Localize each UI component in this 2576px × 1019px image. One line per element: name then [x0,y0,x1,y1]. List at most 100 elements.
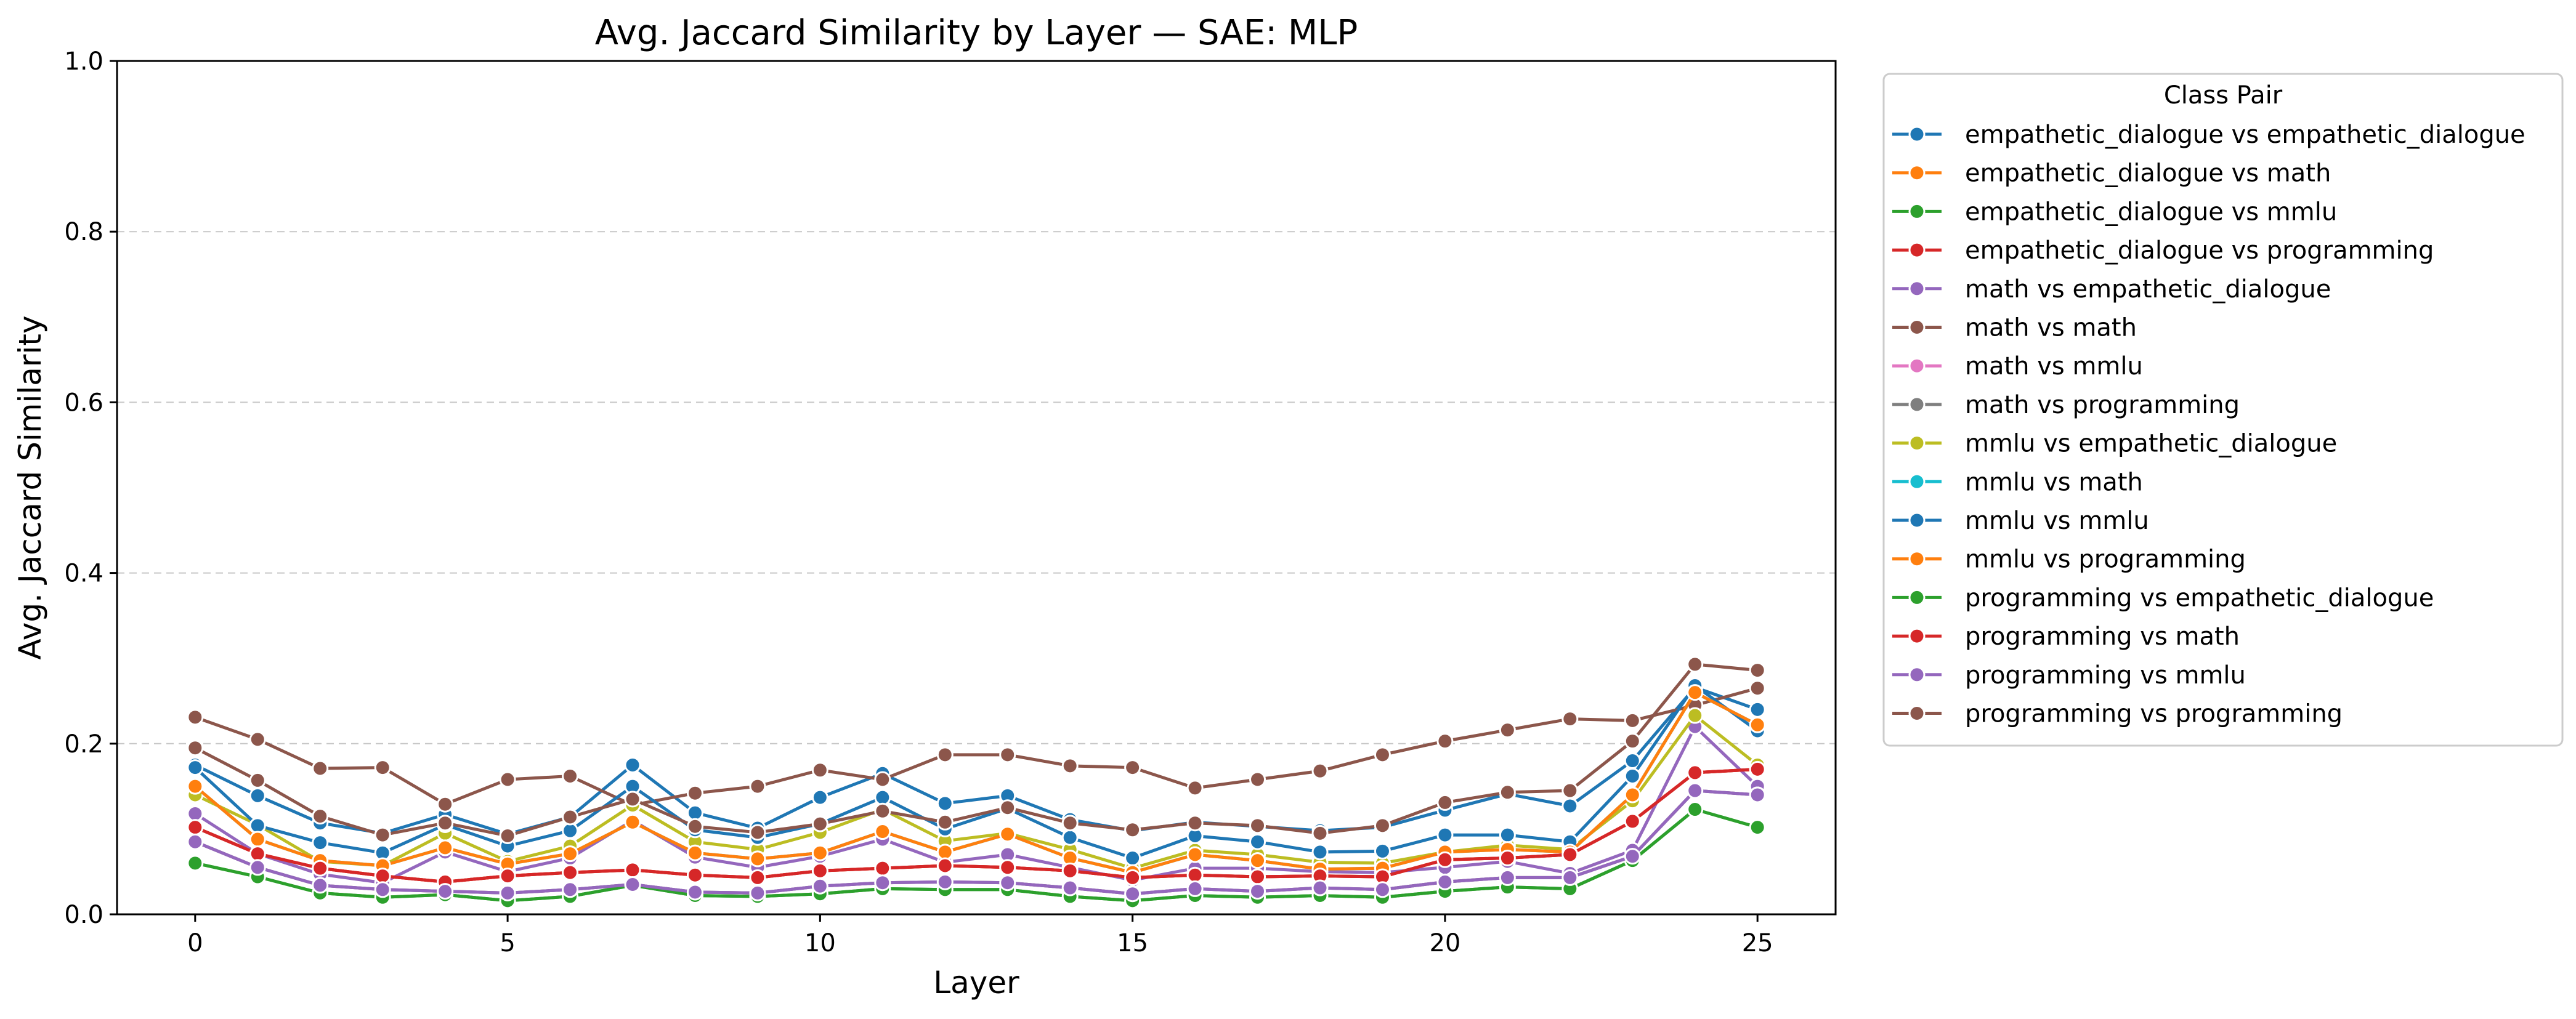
x-tick-label: 0 [187,929,203,957]
legend-item: programming vs mmlu [1892,661,2246,690]
data-point [1624,712,1641,729]
data-point [437,795,454,813]
data-point [1311,824,1329,842]
data-point [249,731,266,748]
data-point [999,799,1016,816]
data-point [749,824,766,841]
data-point [1436,794,1454,811]
legend-label: mmlu vs programming [1965,546,2246,574]
data-point [562,822,579,839]
data-point [749,869,766,886]
data-point [1249,868,1266,885]
legend-item: mmlu vs math [1892,468,2143,496]
series-line [194,714,1759,870]
data-point [1624,848,1641,865]
data-point [499,771,516,788]
legend-swatch-marker [1908,357,1926,374]
data-point [624,861,641,879]
legend-label: empathetic_dialogue vs math [1965,159,2331,188]
plot-frame [116,60,1837,916]
data-point [562,845,579,863]
data-point [1311,879,1329,896]
data-point [437,883,454,900]
legend-item: empathetic_dialogue vs math [1892,159,2331,188]
data-point [187,739,204,757]
legend-label: mmlu vs math [1965,468,2143,496]
legend-item: empathetic_dialogue vs mmlu [1892,198,2337,226]
data-point [1374,746,1391,763]
data-point [1186,815,1204,832]
data-point [1061,757,1079,775]
data-point [1687,684,1704,701]
data-point [1186,846,1204,863]
data-point [374,881,391,898]
legend-frame [1882,73,2564,747]
data-point [936,795,954,812]
series-16 [187,656,1766,844]
data-point [1749,680,1766,697]
data-point [1499,826,1516,844]
data-point [249,859,266,876]
data-point [749,884,766,901]
data-point [686,818,703,835]
data-point [1061,829,1079,846]
data-point [1749,701,1766,718]
data-point [187,833,204,850]
x-axis: 0 5 10 15 20 25 [187,914,1773,957]
y-axis-label: Avg. Jaccard Similarity [12,315,48,659]
legend-label: programming vs empathetic_dialogue [1965,584,2434,612]
series-line [194,685,1759,836]
data-point [312,860,329,877]
data-point [437,839,454,856]
data-point [187,819,204,836]
y-tick-label: 1.0 [64,47,103,76]
data-point [374,826,391,844]
legend-swatch-marker [1908,627,1926,645]
data-point [499,884,516,901]
data-point [1749,662,1766,679]
data-point [936,873,954,890]
series-line [194,687,1758,807]
legend-item: math vs math [1892,314,2137,342]
data-point [1374,881,1391,898]
legend-swatch-marker [1908,126,1926,143]
data-point [249,831,266,848]
data-point [187,805,204,822]
data-point [1499,869,1516,886]
data-point [874,860,891,877]
data-point [811,862,828,879]
data-point [999,826,1016,843]
grid-layer [117,231,1836,744]
data-point [1561,782,1579,799]
data-point [249,771,266,789]
data-point [1624,786,1641,804]
data-point [936,813,954,831]
data-point [1499,722,1516,739]
data-point [1061,862,1079,879]
legend-item: programming vs programming [1892,700,2343,728]
data-point [1749,760,1766,778]
data-point [1124,821,1141,839]
x-tick-label: 20 [1429,929,1460,957]
legend-swatch-marker [1908,705,1926,722]
y-tick-label: 0.0 [64,901,103,929]
data-point [1061,815,1079,832]
y-tick-label: 0.6 [64,389,103,417]
data-point [1436,851,1454,868]
legend-title: Class Pair [2164,81,2283,110]
data-point [562,808,579,826]
legend-swatch-marker [1908,164,1926,182]
data-point [562,881,579,898]
data-point [1249,883,1266,900]
x-tick-label: 5 [500,929,515,957]
data-point [1499,784,1516,801]
series-line [194,691,1759,874]
legend-label: programming vs programming [1965,700,2343,728]
data-point [999,874,1016,892]
y-axis: 0.0 0.2 0.4 0.6 0.8 1.0 [64,47,117,929]
legend-swatch-marker [1908,280,1926,297]
legend-label: mmlu vs mmlu [1965,507,2149,535]
legend-items: empathetic_dialogue vs empathetic_dialog… [1892,121,2525,728]
data-point [686,884,703,901]
